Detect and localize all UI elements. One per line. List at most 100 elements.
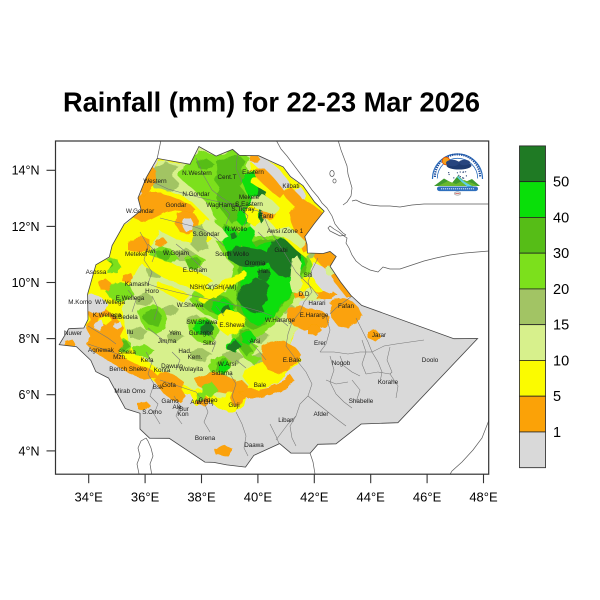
svg-text:W.Hararge: W.Hararge bbox=[265, 317, 296, 324]
svg-text:N.Western: N.Western bbox=[182, 170, 212, 177]
svg-text:Dawuro: Dawuro bbox=[161, 363, 183, 370]
svg-text:Gedeo: Gedeo bbox=[199, 397, 218, 404]
svg-text:40°E: 40°E bbox=[244, 490, 273, 505]
svg-text:Bsk: Bsk bbox=[153, 384, 164, 391]
svg-text:Kefa: Kefa bbox=[141, 357, 154, 364]
svg-text:B.Bedela: B.Bedela bbox=[112, 314, 138, 321]
svg-text:4°N: 4°N bbox=[19, 444, 40, 458]
svg-text:NSH(Or)SH(AM): NSH(Or)SH(AM) bbox=[190, 284, 237, 291]
svg-text:SW.Shewa: SW.Shewa bbox=[187, 319, 218, 326]
svg-text:Agnewak: Agnewak bbox=[88, 347, 115, 354]
svg-text:Sidama: Sidama bbox=[211, 370, 233, 377]
svg-text:Sheka: Sheka bbox=[118, 349, 136, 356]
svg-text:Shabelle: Shabelle bbox=[349, 398, 374, 405]
svg-text:Bench Sheko: Bench Sheko bbox=[109, 366, 147, 373]
svg-text:Nogob: Nogob bbox=[332, 360, 351, 367]
svg-text:K.Wellega: K.Wellega bbox=[93, 312, 122, 319]
svg-text:Horo: Horo bbox=[145, 288, 159, 295]
svg-text:Awsi /Zone 1: Awsi /Zone 1 bbox=[267, 228, 304, 235]
svg-text:Ale: Ale bbox=[172, 404, 182, 411]
svg-text:Wolayita: Wolayita bbox=[179, 366, 204, 373]
svg-text:50: 50 bbox=[553, 175, 569, 191]
svg-text:S.Eastern: S.Eastern bbox=[235, 201, 263, 208]
svg-text:Fafan: Fafan bbox=[338, 303, 355, 310]
svg-text:Siti: Siti bbox=[304, 272, 313, 279]
svg-text:40: 40 bbox=[553, 210, 569, 226]
svg-text:Eastern: Eastern bbox=[242, 169, 264, 176]
svg-text:5: 5 bbox=[553, 389, 561, 405]
svg-text:Kamashi: Kamashi bbox=[125, 281, 150, 288]
svg-text:Borena: Borena bbox=[195, 435, 216, 442]
svg-text:34°E: 34°E bbox=[75, 490, 104, 505]
svg-text:W.Gojam: W.Gojam bbox=[163, 250, 189, 257]
svg-text:38°E: 38°E bbox=[187, 490, 216, 505]
svg-text:E.Shewa: E.Shewa bbox=[219, 322, 245, 329]
svg-text:Erer: Erer bbox=[314, 340, 326, 347]
svg-text:30: 30 bbox=[553, 246, 569, 262]
svg-text:Had.: Had. bbox=[178, 348, 192, 355]
svg-text:Awi: Awi bbox=[145, 248, 155, 255]
svg-text:M.Komo: M.Komo bbox=[68, 299, 92, 306]
svg-text:W.Shewa: W.Shewa bbox=[177, 302, 204, 309]
svg-text:Asossa: Asossa bbox=[86, 269, 107, 276]
svg-text:Arsi: Arsi bbox=[250, 338, 261, 345]
svg-text:15: 15 bbox=[553, 318, 569, 334]
svg-text:S.Omo: S.Omo bbox=[142, 409, 162, 416]
svg-text:Gofa: Gofa bbox=[162, 382, 176, 389]
svg-text:Oromia: Oromia bbox=[245, 260, 266, 267]
svg-text:D.D: D.D bbox=[299, 291, 310, 298]
svg-text:E.Hararge: E.Hararge bbox=[300, 312, 329, 319]
svg-text:W.Gondar: W.Gondar bbox=[126, 208, 154, 215]
svg-text:Mekele: Mekele bbox=[239, 194, 260, 201]
svg-text:10: 10 bbox=[553, 353, 569, 369]
svg-text:Yem: Yem bbox=[169, 330, 181, 337]
svg-text:Harari: Harari bbox=[308, 300, 325, 307]
svg-text:10°N: 10°N bbox=[12, 276, 40, 290]
svg-text:W.Wellega: W.Wellega bbox=[95, 299, 125, 306]
svg-text:44°E: 44°E bbox=[357, 490, 386, 505]
svg-text:Mzh.: Mzh. bbox=[113, 354, 127, 361]
svg-text:12°N: 12°N bbox=[12, 220, 40, 234]
svg-text:Guraghe: Guraghe bbox=[189, 330, 214, 337]
svg-text:Kilbati: Kilbati bbox=[282, 183, 299, 190]
svg-text:Jimma: Jimma bbox=[158, 338, 177, 345]
svg-text:Doolo: Doolo bbox=[422, 357, 439, 364]
svg-text:48°E: 48°E bbox=[469, 490, 498, 505]
svg-text:Jarar: Jarar bbox=[372, 332, 386, 339]
svg-text:E.Wellega: E.Wellega bbox=[116, 295, 145, 302]
svg-text:Liban: Liban bbox=[278, 417, 294, 424]
svg-text:Daawa: Daawa bbox=[244, 442, 264, 449]
svg-text:N.Wollo: N.Wollo bbox=[225, 226, 247, 233]
svg-text:42°E: 42°E bbox=[300, 490, 329, 505]
svg-text:14°N: 14°N bbox=[12, 164, 40, 178]
svg-text:Gondar: Gondar bbox=[165, 202, 186, 209]
svg-text:46°E: 46°E bbox=[413, 490, 442, 505]
svg-text:Silte: Silte bbox=[203, 340, 216, 347]
svg-text:Gamo: Gamo bbox=[161, 398, 179, 405]
svg-text:Kem.: Kem. bbox=[188, 354, 203, 361]
svg-text:Am.: Am. bbox=[190, 399, 201, 406]
svg-text:Konta: Konta bbox=[154, 367, 171, 374]
svg-text:Fanti: Fanti bbox=[259, 213, 273, 220]
svg-text:W.Guj: W.Guj bbox=[196, 399, 213, 406]
svg-text:Metekel: Metekel bbox=[125, 251, 147, 258]
svg-text:8°N: 8°N bbox=[19, 332, 40, 346]
svg-text:WagHamra: WagHamra bbox=[206, 202, 238, 209]
svg-text:Western: Western bbox=[143, 178, 167, 185]
svg-text:Hari: Hari bbox=[258, 268, 270, 275]
svg-text:1: 1 bbox=[553, 425, 561, 441]
svg-text:Rainfall (mm) for 22-23 Mar 20: Rainfall (mm) for 22-23 Mar 2026 bbox=[63, 86, 480, 117]
svg-text:Bale: Bale bbox=[254, 382, 267, 389]
svg-text:Gabi: Gabi bbox=[274, 247, 287, 254]
svg-text:E.Bale: E.Bale bbox=[283, 357, 302, 364]
svg-text:S.Tigray: S.Tigray bbox=[231, 206, 255, 213]
svg-text:E.Gojam: E.Gojam bbox=[183, 267, 208, 274]
svg-text:Guji: Guji bbox=[228, 402, 239, 409]
svg-text:Bur: Bur bbox=[179, 406, 189, 413]
svg-text:S.Gondar: S.Gondar bbox=[193, 231, 220, 238]
svg-text:Ilu: Ilu bbox=[127, 329, 134, 336]
svg-text:N.Gondar: N.Gondar bbox=[182, 191, 209, 198]
svg-text:6°N: 6°N bbox=[19, 388, 40, 402]
svg-text:Cent.T: Cent.T bbox=[218, 174, 237, 181]
svg-text:20: 20 bbox=[553, 282, 569, 298]
